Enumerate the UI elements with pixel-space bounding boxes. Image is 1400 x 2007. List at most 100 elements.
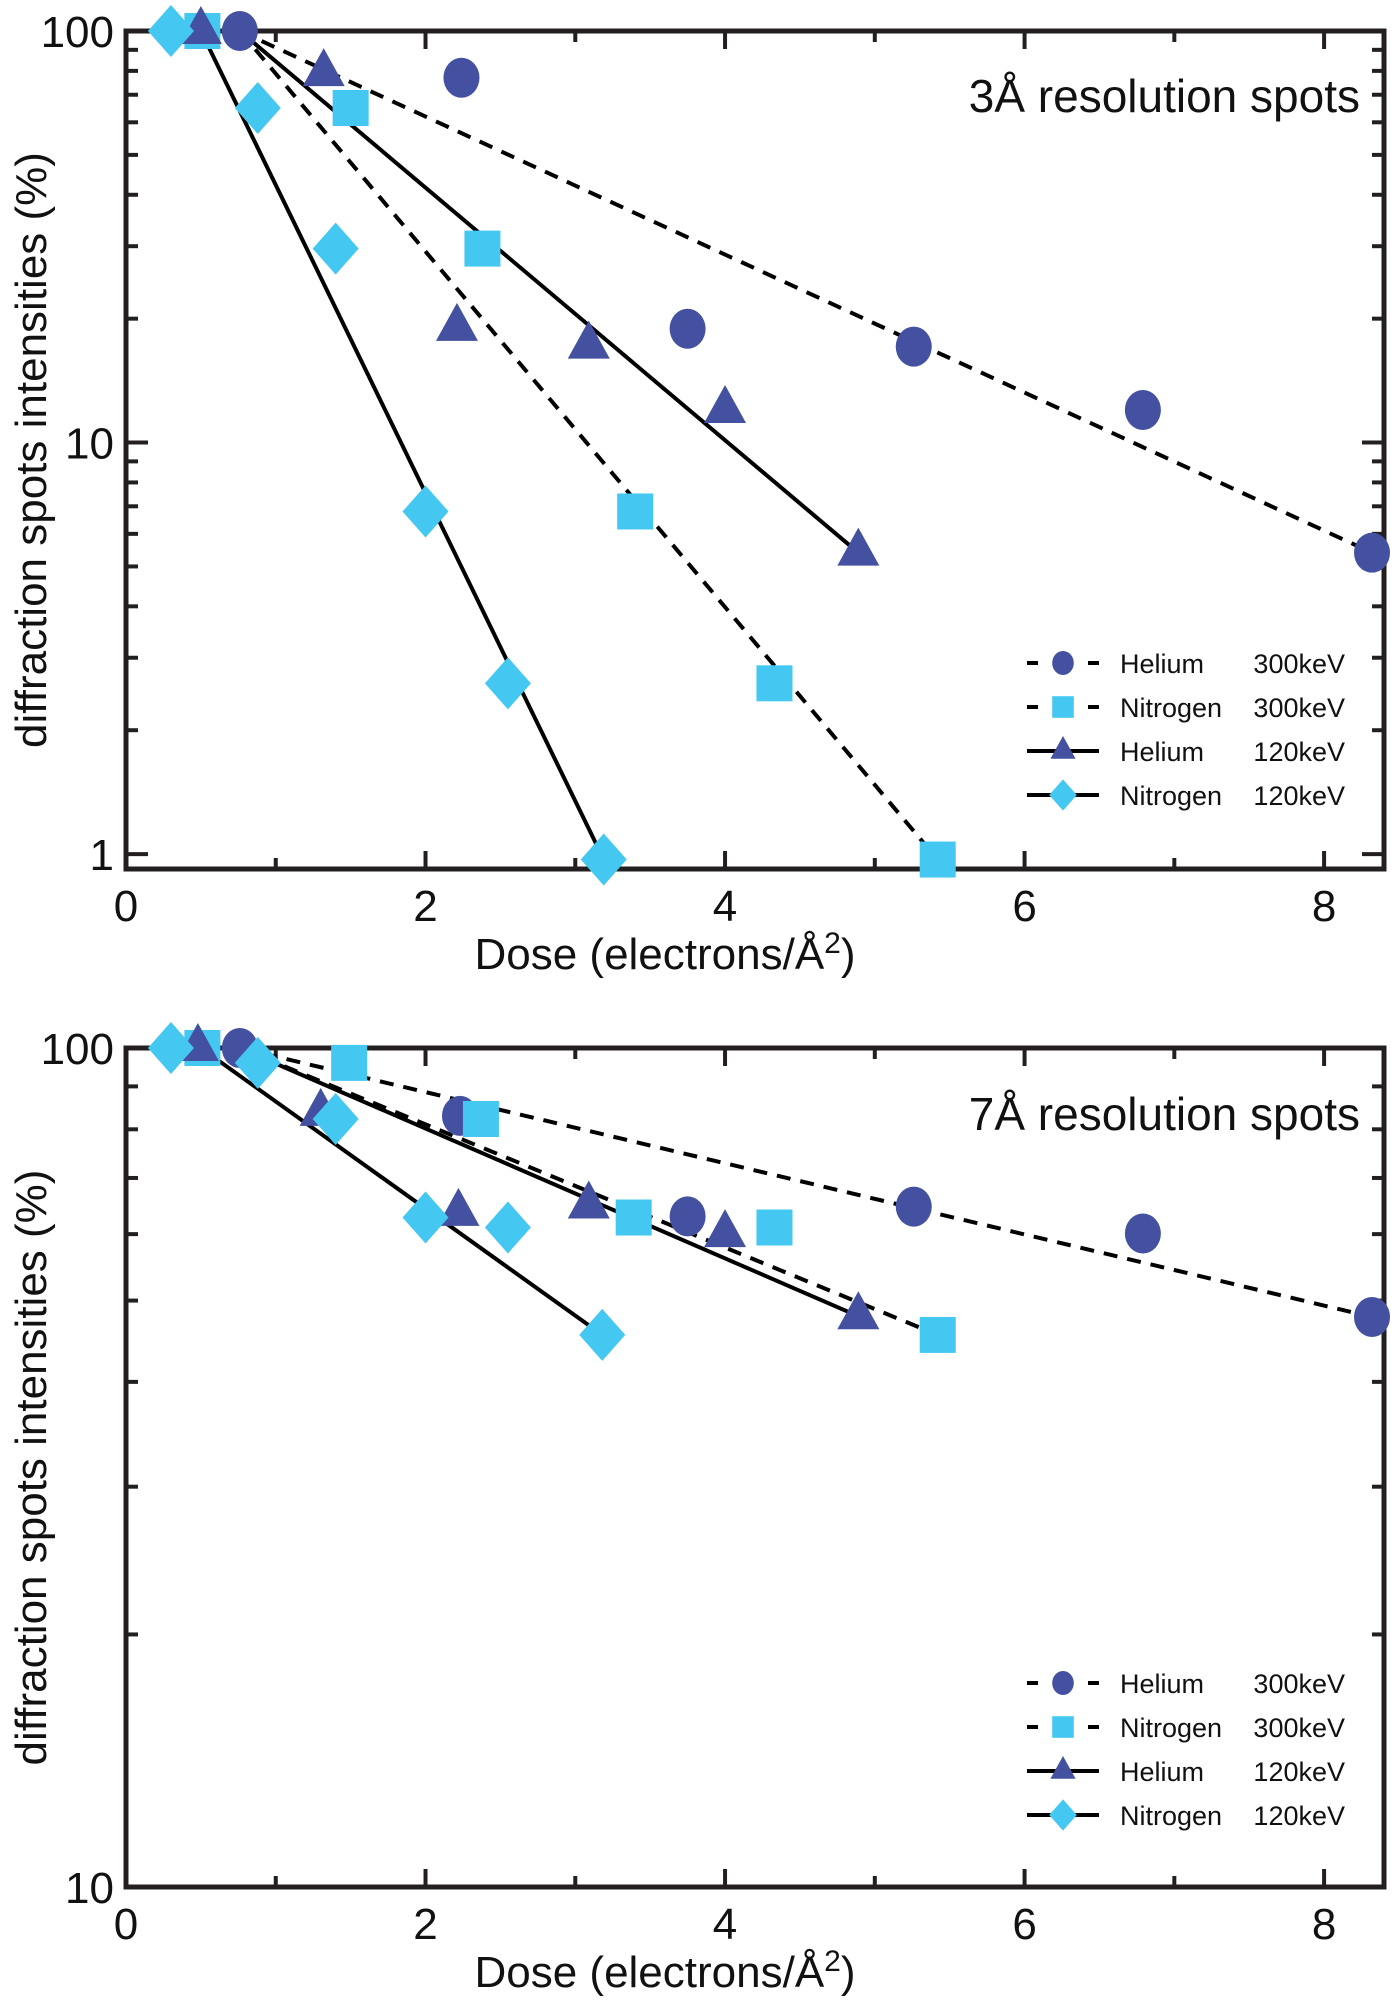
x-tick-label: 4 (713, 882, 737, 931)
data-point-nitrogen-120kev (147, 5, 194, 57)
data-point-nitrogen-300kev (615, 1199, 652, 1236)
legend-label-gas: Nitrogen (1120, 1713, 1222, 1743)
data-point-nitrogen-120kev (234, 1036, 281, 1089)
legend-marker-circle-icon (1052, 1671, 1074, 1695)
data-point-nitrogen-120kev (312, 1092, 359, 1145)
legend-label-energy: 120keV (1253, 781, 1345, 811)
x-tick-label: 0 (114, 882, 138, 931)
data-point-helium-120kev (302, 48, 345, 87)
x-tick-label: 2 (413, 1900, 437, 1949)
fit-line-helium-300kev (238, 29, 1373, 555)
legend-label-gas: Nitrogen (1120, 1801, 1222, 1831)
y-tick-label: 100 (41, 1025, 114, 1074)
legend-item: Nitrogen 120keV (1027, 1799, 1345, 1831)
data-point-helium-300kev (1354, 1296, 1391, 1337)
legend-label-gas: Helium (1120, 1757, 1204, 1787)
data-point-nitrogen-120kev (402, 1191, 449, 1244)
data-point-helium-120kev (567, 320, 610, 359)
legend-marker-square-icon (1052, 1716, 1074, 1738)
data-point-helium-300kev (221, 11, 258, 51)
data-point-helium-300kev (669, 308, 706, 349)
data-point-nitrogen-120kev (402, 485, 449, 538)
x-tick-label: 8 (1312, 1900, 1336, 1949)
data-point-nitrogen-120kev (234, 81, 281, 134)
legend-item: Helium 120keV (1027, 1756, 1345, 1787)
plot-frame (123, 28, 1387, 872)
plot-frame (123, 1045, 1387, 1890)
data-point-nitrogen-120kev (484, 1201, 531, 1254)
data-point-helium-120kev (704, 384, 747, 423)
y-tick-label: 100 (41, 8, 114, 57)
fit-line-nitrogen-120kev (199, 1046, 604, 1337)
data-point-helium-120kev (435, 302, 478, 341)
x-axis-title: Dose (electrons/Å2) (474, 927, 855, 979)
y-tick-label: 10 (65, 420, 114, 469)
x-tick-label: 0 (114, 1900, 138, 1949)
legend-marker-square-icon (1052, 696, 1074, 718)
legend-item: Helium 300keV (1027, 649, 1345, 679)
data-point-helium-120kev (837, 1291, 880, 1330)
legend-label-energy: 300keV (1253, 649, 1345, 679)
data-point-helium-300kev (1354, 532, 1391, 573)
data-point-nitrogen-300kev (617, 493, 654, 530)
data-point-nitrogen-300kev (919, 841, 956, 878)
legend-label-energy: 120keV (1253, 1801, 1345, 1831)
x-tick-label: 6 (1012, 882, 1036, 931)
data-point-helium-300kev (1124, 1213, 1161, 1254)
legend-label-gas: Nitrogen (1120, 781, 1222, 811)
legend-label-energy: 120keV (1253, 1757, 1345, 1787)
data-point-nitrogen-120kev (312, 222, 359, 275)
data-point-helium-120kev (437, 1187, 480, 1226)
data-point-helium-120kev (837, 527, 880, 566)
y-axis-title: diffraction spots intensities (%) (7, 152, 56, 748)
panel-title: 3Å resolution spots (969, 70, 1360, 122)
data-point-helium-120kev (704, 1209, 747, 1248)
data-point-nitrogen-120kev (484, 657, 531, 710)
x-tick-label: 4 (713, 1900, 737, 1949)
data-point-nitrogen-120kev (580, 833, 627, 886)
legend-label-energy: 300keV (1253, 693, 1345, 723)
data-point-nitrogen-300kev (756, 1209, 793, 1246)
data-point-nitrogen-300kev (756, 665, 793, 702)
legend-item: Helium 300keV (1027, 1669, 1345, 1699)
legend-item: Nitrogen 300keV (1027, 693, 1345, 723)
data-point-helium-300kev (669, 1196, 706, 1237)
legend-item: Nitrogen 300keV (1027, 1713, 1345, 1743)
x-tick-label: 8 (1312, 882, 1336, 931)
data-point-helium-300kev (895, 1186, 932, 1227)
y-axis-title: diffraction spots intensities (%) (7, 1170, 56, 1766)
fit-line-nitrogen-300kev (239, 1046, 939, 1337)
legend-label-energy: 120keV (1253, 737, 1345, 767)
panel-7A-resolution: 0 2 4 6 8 10 100 Dose (electrons/Å2) diffraction… (7, 1022, 1391, 1997)
fit-line-helium-120kev (239, 1046, 860, 1319)
data-point-nitrogen-300kev (332, 89, 369, 126)
legend-item: Helium 120keV (1027, 736, 1345, 767)
data-point-nitrogen-120kev (579, 1308, 626, 1361)
data-point-helium-300kev (1124, 389, 1161, 430)
legend-label-gas: Helium (1120, 737, 1204, 767)
data-point-nitrogen-120kev (147, 1022, 194, 1074)
data-point-nitrogen-300kev (919, 1316, 956, 1353)
legend-marker-triangle-icon (1050, 736, 1076, 759)
data-point-nitrogen-300kev (331, 1044, 368, 1081)
y-tick-label: 10 (65, 1864, 114, 1913)
x-axis-title: Dose (electrons/Å2) (474, 1945, 855, 1997)
y-tick-label: 1 (90, 831, 114, 880)
legend-marker-triangle-icon (1050, 1756, 1076, 1779)
legend-label-gas: Helium (1120, 649, 1204, 679)
legend-marker-circle-icon (1052, 651, 1074, 675)
data-point-nitrogen-300kev (464, 230, 501, 267)
data-point-nitrogen-300kev (462, 1100, 499, 1137)
legend-label-energy: 300keV (1253, 1713, 1345, 1743)
panel-title: 7Å resolution spots (969, 1088, 1360, 1140)
fit-line-helium-120kev (238, 29, 860, 555)
data-point-helium-300kev (443, 57, 480, 98)
panel-3A-resolution: 0 2 4 6 8 1 10 100 Dose (electrons/Å2) diffractio… (7, 5, 1391, 979)
legend-label-gas: Helium (1120, 1669, 1204, 1699)
legend-item: Nitrogen 120keV (1027, 779, 1345, 811)
data-point-helium-120kev (567, 1180, 610, 1219)
data-point-helium-300kev (895, 326, 932, 367)
x-tick-label: 6 (1012, 1900, 1036, 1949)
